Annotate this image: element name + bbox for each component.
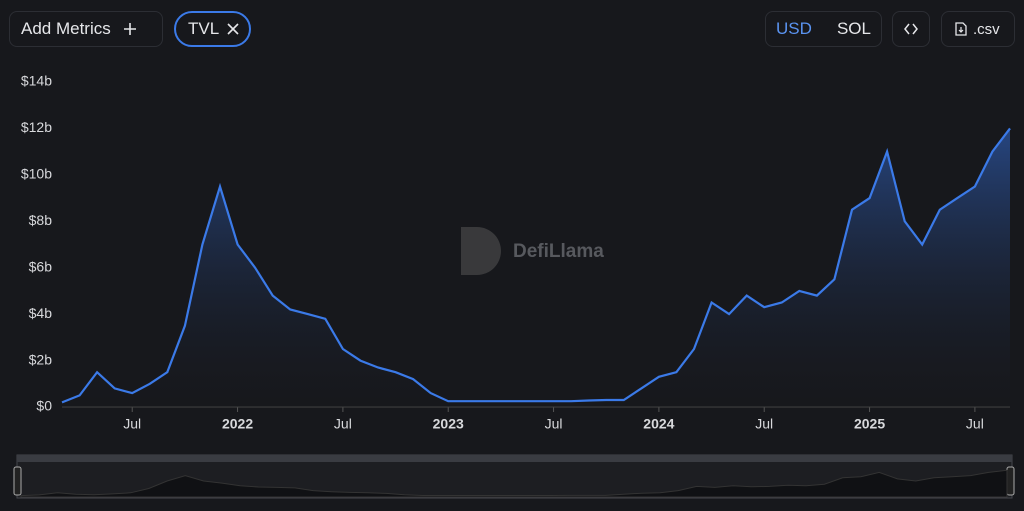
line <box>61 127 1011 404</box>
x-tick-label: Jul <box>123 416 141 432</box>
navigator-bar[interactable] <box>17 455 1012 462</box>
y-tick-label: $8b <box>29 212 53 228</box>
currency-option[interactable]: USD <box>776 19 812 38</box>
currency-toggle: USD SOL <box>765 11 882 47</box>
x-tick-label: 2024 <box>643 416 674 432</box>
code-icon <box>904 23 918 35</box>
area <box>62 128 1010 407</box>
add-metrics-label: Add Metrics <box>21 19 111 38</box>
csv-label: .csv <box>973 20 1000 38</box>
navigator-line <box>20 469 1008 498</box>
tvl-chip[interactable]: TVL <box>174 11 251 47</box>
tvl-label: TVL <box>188 19 220 38</box>
y-tick-label: $4b <box>29 305 53 321</box>
y-tick-label: $10b <box>21 166 52 182</box>
y-tick-label: $2b <box>29 351 53 367</box>
y-tick-label: $6b <box>29 258 53 274</box>
navigator-handle[interactable] <box>13 466 22 496</box>
add-metrics-button[interactable]: Add Metrics <box>9 11 163 47</box>
x-tick-label: 2025 <box>854 416 885 432</box>
y-tick-label: $0 <box>36 398 52 414</box>
csv-button[interactable]: .csv <box>941 11 1015 47</box>
x-tick-label: Jul <box>755 416 773 432</box>
plus-icon <box>123 23 136 35</box>
navigator[interactable] <box>16 454 1013 499</box>
y-tick-label: $14b <box>21 73 52 89</box>
currency-option[interactable]: SOL <box>836 19 871 38</box>
watermark-text: DefiLlama <box>513 241 604 262</box>
close-icon[interactable] <box>227 23 239 35</box>
x-tick-label: Jul <box>545 416 563 432</box>
y-tick-label: $12b <box>21 119 52 135</box>
x-tick-label: Jul <box>334 416 352 432</box>
x-tick-label: 2022 <box>222 416 253 432</box>
x-tick-label: 2023 <box>433 416 464 432</box>
navigator-handle[interactable] <box>1006 466 1015 496</box>
watermark: DefiLlama <box>461 227 604 275</box>
embed-button[interactable] <box>892 11 930 47</box>
x-tick-label: Jul <box>966 416 984 432</box>
file-icon <box>955 22 967 36</box>
